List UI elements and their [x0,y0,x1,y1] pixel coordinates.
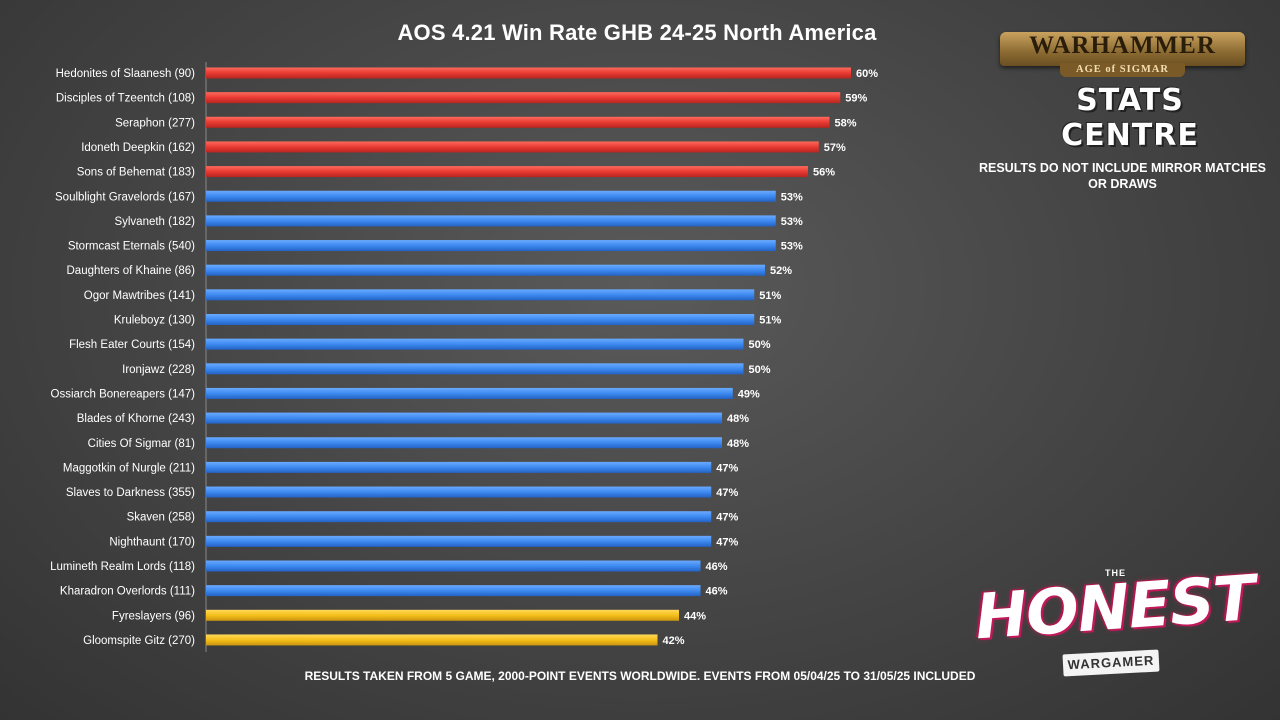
bar-mid [206,535,712,547]
value-label: 50% [749,339,771,351]
value-label: 56% [813,167,835,179]
category-label: Kruleboyz (130) [114,315,195,327]
bar-mid [206,486,712,498]
category-label: Fyreslayers (96) [112,610,195,622]
category-label: Sons of Behemat (183) [77,167,195,179]
category-label: Gloomspite Gitz (270) [83,635,195,647]
note-line-1: RESULTS DO NOT INCLUDE MIRROR MATCHES [978,161,1267,175]
category-label: Ironjawz (228) [122,364,195,376]
category-label: Slaves to Darkness (355) [66,487,195,499]
age-of-sigmar-subtitle: AGE of SIGMAR [1060,63,1185,77]
value-label: 47% [716,512,738,524]
category-label: Seraphon (277) [115,117,195,129]
value-label: 46% [706,561,728,573]
value-label: 57% [824,142,846,154]
bar-mid [206,585,701,597]
bar-mid [206,215,776,227]
bar-mid [206,240,776,252]
bar-mid [206,387,733,399]
footer-note: RESULTS TAKEN FROM 5 GAME, 2000-POINT EV… [304,669,976,683]
bar-mid [206,190,776,202]
value-label: 49% [738,388,760,400]
chart-title: AOS 4.21 Win Rate GHB 24-25 North Americ… [397,20,877,45]
bar-high [206,92,841,104]
value-label: 52% [770,265,792,277]
bar-high [206,67,851,79]
category-label: Maggotkin of Nurgle (211) [63,462,195,474]
bar-chart: Hedonites of Slaanesh (90) Disciples of T… [50,62,878,652]
value-label: 60% [856,68,878,80]
honest-wargamer-logo: THE HONEST WARGAMER [972,560,1257,685]
bar-high [206,116,830,128]
bar-low [206,634,658,646]
value-label: 48% [727,413,749,425]
category-label: Ossiarch Bonereapers (147) [51,388,196,400]
category-label: Soulblight Gravelords (167) [55,191,195,203]
bar-mid [206,289,755,301]
bar-mid [206,314,755,325]
value-label: 53% [781,191,803,203]
value-label: 44% [684,610,706,622]
honest-logo-sub: WARGAMER [1062,649,1160,677]
value-label: 42% [663,635,685,647]
value-label: 50% [749,364,771,376]
warhammer-banner: WARHAMMER [1000,32,1245,66]
bar-mid [206,264,765,276]
value-label: 46% [706,586,728,598]
category-label: Hedonites of Slaanesh (90) [56,68,196,80]
category-label: Sylvaneth (182) [114,216,195,228]
value-label: 51% [759,290,781,302]
value-label: 53% [781,241,803,253]
value-label: 51% [759,315,781,327]
category-label: Kharadron Overlords (111) [60,586,195,598]
value-label: 59% [845,93,867,105]
honest-logo-main: HONEST [972,560,1257,654]
category-label: Skaven (258) [127,512,196,524]
value-label: 58% [835,117,857,129]
bar-high [206,166,808,178]
stats-centre-text: STATS CENTRE [1061,83,1199,153]
category-label: Disciples of Tzeentch (108) [56,93,195,105]
category-label: Blades of Khorne (243) [77,413,195,425]
bar-mid [206,560,701,572]
category-label: Flesh Eater Courts (154) [69,339,195,351]
bar-high [206,141,819,153]
category-label: Nighthaunt (170) [109,536,195,548]
bar-mid [206,437,722,449]
bar-low [206,609,679,621]
bar-mid [206,412,722,424]
category-label: Lumineth Realm Lords (118) [50,561,195,573]
bar-mid [206,363,744,375]
value-label: 53% [781,216,803,228]
value-label: 48% [727,438,749,450]
category-label: Ogor Mawtribes (141) [84,290,195,302]
warhammer-stats-centre-logo: WARHAMMER AGE of SIGMAR STATS CENTRE [1000,28,1245,153]
value-label: 47% [716,462,738,474]
bar-mid [206,511,712,523]
value-label: 47% [716,536,738,548]
bar-mid [206,461,712,473]
bar-mid [206,338,744,350]
category-label: Stormcast Eternals (540) [68,241,195,253]
category-label: Daughters of Khaine (86) [67,265,196,277]
category-label: Cities Of Sigmar (81) [88,438,196,450]
mirror-match-note: RESULTS DO NOT INCLUDE MIRROR MATCHES OR… [965,160,1280,192]
value-label: 47% [716,487,738,499]
note-line-2: OR DRAWS [1088,177,1157,191]
honest-logo-the: THE [1105,568,1126,578]
category-label: Idoneth Deepkin (162) [81,142,195,154]
